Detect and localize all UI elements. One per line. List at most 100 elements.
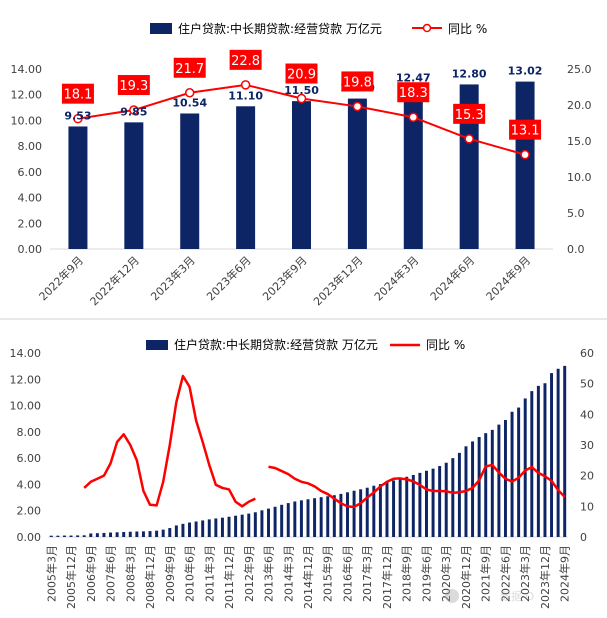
bar	[135, 531, 139, 537]
bar	[510, 411, 514, 537]
bar	[253, 512, 257, 537]
bar	[62, 535, 66, 537]
bar	[299, 500, 303, 537]
bar	[247, 513, 251, 537]
x-axis-tick-label: 2014年3月	[281, 545, 295, 602]
right-axis-tick-label: 60	[580, 347, 594, 360]
bar	[385, 482, 389, 537]
bar	[109, 532, 113, 537]
left-axis-tick-label: 0.00	[17, 531, 42, 544]
bar	[168, 528, 172, 537]
bar	[291, 101, 312, 250]
bar	[550, 373, 554, 537]
x-axis-tick-label: 2017年3月	[360, 545, 374, 602]
bar	[425, 470, 428, 537]
bar	[155, 530, 159, 537]
left-axis-tick-label: 10.00	[11, 114, 43, 127]
right-axis-tick-label: 50	[580, 378, 594, 391]
x-axis-tick-label: 2005年12月	[64, 545, 78, 609]
bar	[286, 503, 290, 537]
yoy-label-box	[397, 82, 430, 103]
x-axis-tick-label: 2019年6月	[419, 545, 433, 602]
yoy-label-box	[285, 63, 318, 84]
bar	[174, 525, 178, 537]
right-axis-tick-label: 30	[580, 439, 594, 452]
x-axis-tick-label: 2024年9月	[558, 545, 572, 602]
bar-value-label: 12.80	[452, 67, 487, 80]
yoy-value-label: 22.8	[229, 49, 262, 70]
yoy-label-text: 18.3	[399, 86, 428, 101]
yoy-label-text: 20.9	[287, 68, 316, 83]
bar	[372, 485, 376, 537]
bar	[148, 531, 152, 537]
yoy-line-segment	[83, 374, 256, 508]
bar	[68, 126, 88, 249]
yoy-marker	[296, 93, 307, 104]
yoy-line-segment	[268, 463, 566, 509]
yoy-label-box	[173, 57, 206, 78]
yoy-label-box	[117, 75, 150, 96]
bar	[49, 535, 53, 537]
bar	[76, 535, 80, 537]
yoy-label-box	[61, 83, 94, 104]
bar	[128, 531, 132, 537]
left-axis-tick-label: 12.00	[10, 373, 42, 386]
x-axis-tick-label: 2010年6月	[183, 545, 197, 602]
bar	[438, 466, 442, 537]
bar	[530, 391, 534, 537]
yoy-value-label: 15.3	[453, 103, 486, 124]
right-axis-tick-label: 0.0	[567, 243, 585, 256]
bar	[405, 476, 409, 537]
right-axis-tick-label: 10.0	[567, 171, 592, 184]
bar	[293, 501, 297, 537]
yoy-value-label: 19.8	[341, 71, 374, 92]
x-axis-tick-label: 2015年9月	[321, 545, 335, 602]
x-axis-tick-label: 2007年6月	[104, 545, 118, 602]
legend-line-label: 同比 %	[448, 22, 487, 36]
left-axis-tick-label: 2.00	[17, 505, 42, 518]
left-axis-tick-label: 4.00	[18, 192, 43, 205]
top-bars	[68, 81, 535, 250]
bar	[260, 510, 264, 537]
bar-value-label: 12.47	[396, 72, 431, 85]
left-axis-tick-label: 10.00	[10, 400, 42, 413]
legend-marker-swatch	[422, 23, 432, 33]
x-axis-tick-label: 2013年6月	[262, 545, 276, 602]
right-axis-tick-label: 15.0	[567, 135, 592, 148]
bar	[536, 385, 540, 537]
yoy-label-text: 19.3	[119, 79, 148, 94]
yoy-value-label: 18.1	[61, 83, 94, 104]
bar	[459, 84, 479, 249]
bar	[444, 462, 448, 537]
legend-bar-label: 住户贷款:中长期贷款:经营贷款 万亿元	[174, 337, 378, 352]
x-axis-tick-label: 2022年6月	[498, 545, 512, 602]
x-axis-tick-label: 2006年9月	[84, 545, 98, 602]
bottom-chart: 住户贷款:中长期贷款:经营贷款 万亿元 同比 % 0.00 2.00 4.00 6.0…	[10, 337, 595, 609]
legend-bar-swatch	[150, 23, 172, 34]
bar	[457, 452, 461, 537]
legend-bar-swatch	[146, 340, 168, 350]
bar	[411, 474, 415, 537]
bar	[418, 472, 422, 537]
left-axis-tick-label: 6.00	[18, 166, 43, 179]
yoy-marker	[464, 134, 474, 144]
x-axis-tick-label: 2023年12月	[538, 545, 552, 609]
top-left-axis: 0.00 2.00 4.00 6.00 8.00 10.00 12.00 14.00	[11, 63, 43, 256]
bar	[122, 532, 126, 537]
bar	[124, 122, 144, 249]
bar	[313, 498, 317, 537]
bar	[497, 424, 501, 537]
bar	[227, 516, 231, 537]
top-yoy-value-labels: 18.1 19.3 21.7 22.8 20.9 19.8 18.3 15.3 13.1	[61, 49, 542, 140]
watermark: 数据 O	[445, 589, 534, 603]
bar	[515, 81, 535, 249]
bar	[214, 518, 218, 537]
bar-value-label: 11.50	[284, 84, 319, 97]
left-axis-tick-label: 12.00	[11, 89, 43, 102]
bar	[319, 497, 323, 537]
bar	[347, 98, 367, 249]
left-axis-tick-label: 8.00	[17, 426, 42, 439]
bar	[392, 480, 396, 537]
yoy-value-label: 18.3	[397, 82, 430, 103]
